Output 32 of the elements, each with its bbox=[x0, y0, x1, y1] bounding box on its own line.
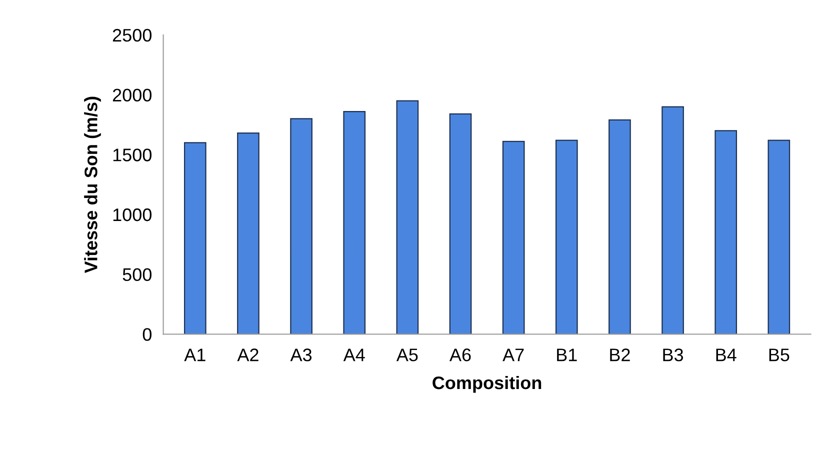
x-tick-label: B5 bbox=[769, 348, 790, 362]
bar bbox=[290, 118, 312, 334]
bar bbox=[555, 140, 578, 334]
bar bbox=[502, 140, 525, 334]
y-tick-label: 1500 bbox=[113, 148, 152, 162]
x-tick-label: A4 bbox=[343, 348, 365, 362]
x-tick-label: B1 bbox=[557, 348, 577, 362]
bar bbox=[662, 106, 684, 334]
x-axis-title: Composition bbox=[432, 376, 542, 393]
x-tick-label: B2 bbox=[610, 348, 630, 362]
bar bbox=[714, 130, 738, 334]
y-tick-label: 0 bbox=[142, 328, 152, 341]
bar bbox=[396, 100, 419, 334]
x-tick-label: A6 bbox=[449, 348, 471, 362]
bar bbox=[768, 140, 790, 334]
y-tick-label: 1000 bbox=[113, 208, 152, 222]
x-tick-label: A7 bbox=[502, 348, 524, 362]
bar bbox=[184, 142, 206, 334]
x-tick-label: B3 bbox=[663, 348, 684, 362]
x-tick-label: A3 bbox=[290, 348, 312, 362]
y-tick-label: 2000 bbox=[112, 88, 152, 102]
y-tick-label: 500 bbox=[122, 268, 152, 282]
bar bbox=[449, 113, 472, 334]
y-axis-title: Vitesse du Son (m/s) bbox=[84, 96, 101, 274]
x-tick-label: A5 bbox=[396, 348, 418, 362]
y-tick-label: 2500 bbox=[112, 28, 152, 42]
bar bbox=[237, 132, 260, 334]
bar bbox=[608, 119, 631, 334]
x-tick-label: A2 bbox=[237, 348, 258, 362]
bar bbox=[343, 110, 366, 334]
x-tick-label: B4 bbox=[716, 348, 736, 362]
x-tick-label: A1 bbox=[184, 348, 206, 362]
